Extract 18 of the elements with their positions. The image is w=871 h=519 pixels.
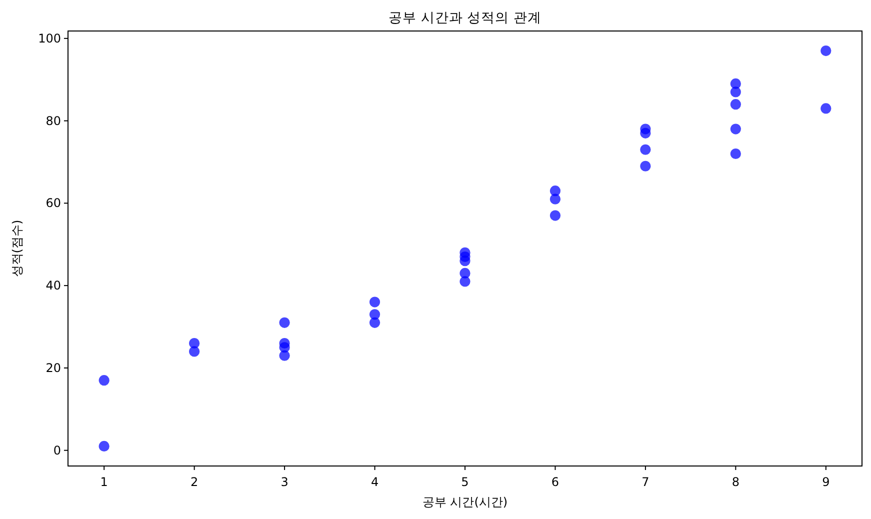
x-axis-title: 공부 시간(시간)	[422, 495, 508, 509]
y-tick-label: 80	[46, 114, 61, 128]
y-tick-label: 60	[46, 196, 61, 210]
x-tick-label: 8	[732, 475, 740, 489]
y-tick-label: 20	[46, 360, 61, 375]
y-axis-title: 성적(점수)	[10, 220, 24, 278]
y-tick-label: 40	[46, 278, 61, 293]
chart-title: 공부 시간과 성적의 관계	[388, 10, 542, 26]
y-tick-label: 0	[53, 443, 61, 458]
y-tick-label: 100	[38, 31, 61, 46]
x-tick-label: 2	[190, 475, 198, 489]
x-tick-label: 1	[100, 475, 108, 489]
x-tick-label: 9	[822, 475, 830, 489]
x-tick-label: 4	[370, 475, 379, 489]
x-tick-label: 6	[551, 475, 560, 489]
x-tick-label: 3	[280, 475, 288, 489]
x-tick-label: 7	[642, 475, 650, 489]
x-tick-label: 5	[461, 475, 469, 489]
